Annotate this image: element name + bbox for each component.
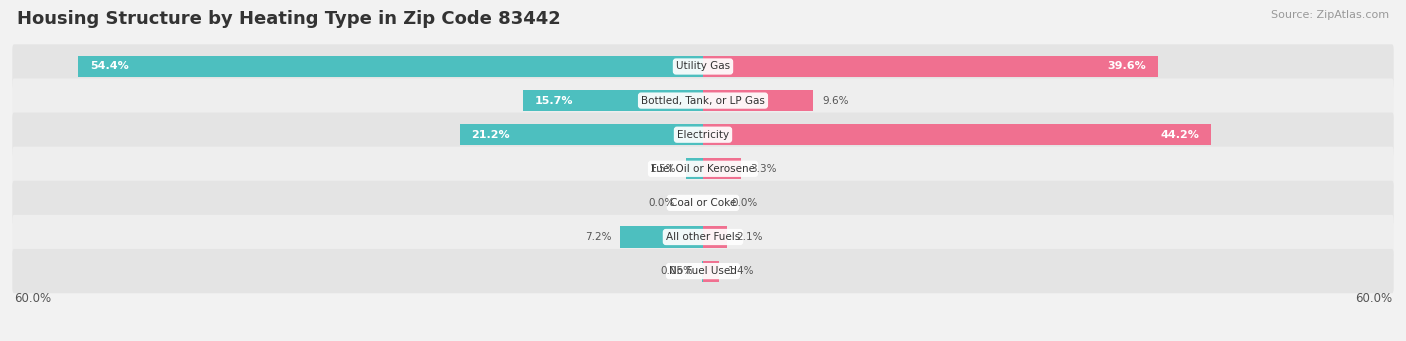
Bar	[703, 158, 741, 179]
Text: 0.05%: 0.05%	[661, 266, 693, 276]
Text: Housing Structure by Heating Type in Zip Code 83442: Housing Structure by Heating Type in Zip…	[17, 10, 561, 28]
FancyBboxPatch shape	[13, 78, 1393, 123]
Text: Source: ZipAtlas.com: Source: ZipAtlas.com	[1271, 10, 1389, 20]
Text: 54.4%: 54.4%	[90, 61, 128, 72]
Bar	[703, 261, 718, 282]
Text: Bottled, Tank, or LP Gas: Bottled, Tank, or LP Gas	[641, 95, 765, 106]
Text: Fuel Oil or Kerosene: Fuel Oil or Kerosene	[651, 164, 755, 174]
Text: 60.0%: 60.0%	[14, 292, 51, 305]
Text: 3.3%: 3.3%	[749, 164, 776, 174]
Text: No Fuel Used: No Fuel Used	[669, 266, 737, 276]
Text: 9.6%: 9.6%	[823, 95, 849, 106]
Text: Utility Gas: Utility Gas	[676, 61, 730, 72]
Text: Coal or Coke: Coal or Coke	[669, 198, 737, 208]
Bar	[523, 90, 703, 111]
Text: 7.2%: 7.2%	[585, 232, 612, 242]
Text: 39.6%: 39.6%	[1108, 61, 1146, 72]
Text: 1.5%: 1.5%	[650, 164, 676, 174]
Text: All other Fuels: All other Fuels	[666, 232, 740, 242]
Bar	[703, 56, 1157, 77]
Bar	[703, 90, 813, 111]
FancyBboxPatch shape	[13, 215, 1393, 259]
Text: 15.7%: 15.7%	[534, 95, 572, 106]
Bar	[703, 124, 1211, 145]
Text: 0.0%: 0.0%	[731, 198, 758, 208]
Bar	[460, 124, 703, 145]
FancyBboxPatch shape	[13, 44, 1393, 89]
FancyBboxPatch shape	[13, 181, 1393, 225]
Text: 21.2%: 21.2%	[471, 130, 510, 140]
Text: 2.1%: 2.1%	[737, 232, 763, 242]
Text: 60.0%: 60.0%	[1355, 292, 1392, 305]
FancyBboxPatch shape	[13, 113, 1393, 157]
Bar	[686, 158, 703, 179]
Text: 1.4%: 1.4%	[728, 266, 755, 276]
Bar	[79, 56, 703, 77]
FancyBboxPatch shape	[13, 147, 1393, 191]
FancyBboxPatch shape	[13, 249, 1393, 293]
Bar	[703, 226, 727, 248]
Text: 0.0%: 0.0%	[648, 198, 675, 208]
Text: Electricity: Electricity	[676, 130, 730, 140]
Text: 44.2%: 44.2%	[1160, 130, 1199, 140]
Bar	[620, 226, 703, 248]
